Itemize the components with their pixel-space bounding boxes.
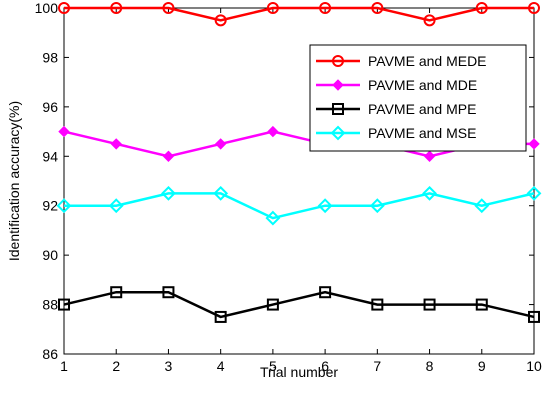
legend-label: PAVME and MPE xyxy=(368,101,476,117)
y-tick-label: 100 xyxy=(35,0,59,16)
data-point xyxy=(110,138,122,150)
y-axis-label: Identification accuracy(%) xyxy=(6,101,22,261)
y-tick-label: 92 xyxy=(42,198,58,214)
data-point xyxy=(266,2,279,14)
data-point xyxy=(330,125,346,141)
data-point xyxy=(265,210,281,226)
x-tick-label: 3 xyxy=(165,358,173,374)
data-point xyxy=(108,198,124,214)
data-point xyxy=(423,150,436,162)
legend-label: PAVME and MDE xyxy=(368,77,477,93)
legend-label: PAVME and MEDE xyxy=(368,53,487,69)
data-point xyxy=(162,150,175,162)
series xyxy=(58,2,540,27)
series-line xyxy=(63,290,535,319)
series-layer xyxy=(56,2,542,323)
y-tick-label: 86 xyxy=(42,346,58,362)
x-tick-label: 4 xyxy=(217,358,225,374)
series-line xyxy=(64,192,535,220)
series xyxy=(58,286,540,323)
legend-item: PAVME and MPE xyxy=(316,101,476,117)
data-point xyxy=(475,2,488,14)
data-point xyxy=(332,79,344,91)
data-point xyxy=(526,185,542,201)
x-tick-label: 10 xyxy=(526,358,542,374)
data-point xyxy=(214,310,227,323)
data-point xyxy=(58,125,70,138)
data-point xyxy=(58,298,70,311)
x-tick-label: 1 xyxy=(60,358,68,374)
data-point xyxy=(528,310,540,323)
data-point xyxy=(474,198,490,214)
data-point xyxy=(371,2,384,14)
data-point xyxy=(162,2,175,14)
x-tick-label: 8 xyxy=(426,358,434,374)
data-point xyxy=(332,55,344,67)
data-point xyxy=(528,2,540,14)
axis-ticks: 1 2 3 4 5 6 7 8 9 10 86 88 90 92 94 96 98 100 xyxy=(35,0,542,374)
x-tick-label: 9 xyxy=(478,358,486,374)
data-point xyxy=(162,286,175,299)
data-point xyxy=(319,286,332,299)
x-tick-label: 2 xyxy=(112,358,120,374)
data-point xyxy=(332,103,344,115)
y-tick-label: 94 xyxy=(42,148,58,164)
y-tick-label: 96 xyxy=(42,99,58,115)
data-point xyxy=(56,198,72,214)
data-point xyxy=(58,2,70,14)
data-point xyxy=(371,298,384,311)
data-point xyxy=(422,185,437,201)
legend-item: PAVME and MEDE xyxy=(316,53,487,69)
y-tick-label: 88 xyxy=(42,297,58,313)
data-point xyxy=(110,2,123,14)
data-point xyxy=(213,185,229,201)
series-line xyxy=(64,6,534,22)
data-point xyxy=(319,2,332,14)
x-tick-label: 7 xyxy=(373,358,381,374)
data-point xyxy=(423,14,436,27)
data-point xyxy=(267,125,279,138)
data-point xyxy=(214,138,227,150)
legend-label: PAVME and MSE xyxy=(368,125,476,141)
data-point xyxy=(266,298,279,311)
data-point xyxy=(317,198,333,214)
data-point xyxy=(369,198,385,214)
x-axis-label: Trial number xyxy=(260,364,338,380)
x-tick-label: 5 xyxy=(269,358,277,374)
data-point xyxy=(528,138,540,150)
data-point xyxy=(161,185,176,201)
data-point xyxy=(423,298,436,311)
x-tick-label: 6 xyxy=(321,358,329,374)
legend: PAVME and MEDE PAVME and MDE PAVME and MPE… xyxy=(309,44,527,152)
data-point xyxy=(110,286,123,299)
legend-item: PAVME and MDE xyxy=(316,77,477,93)
data-point xyxy=(475,298,488,311)
y-tick-label: 90 xyxy=(42,247,58,263)
legend-item: PAVME and MSE xyxy=(316,125,476,141)
series xyxy=(56,185,542,226)
y-tick-label: 98 xyxy=(42,49,58,65)
data-point xyxy=(214,14,227,27)
